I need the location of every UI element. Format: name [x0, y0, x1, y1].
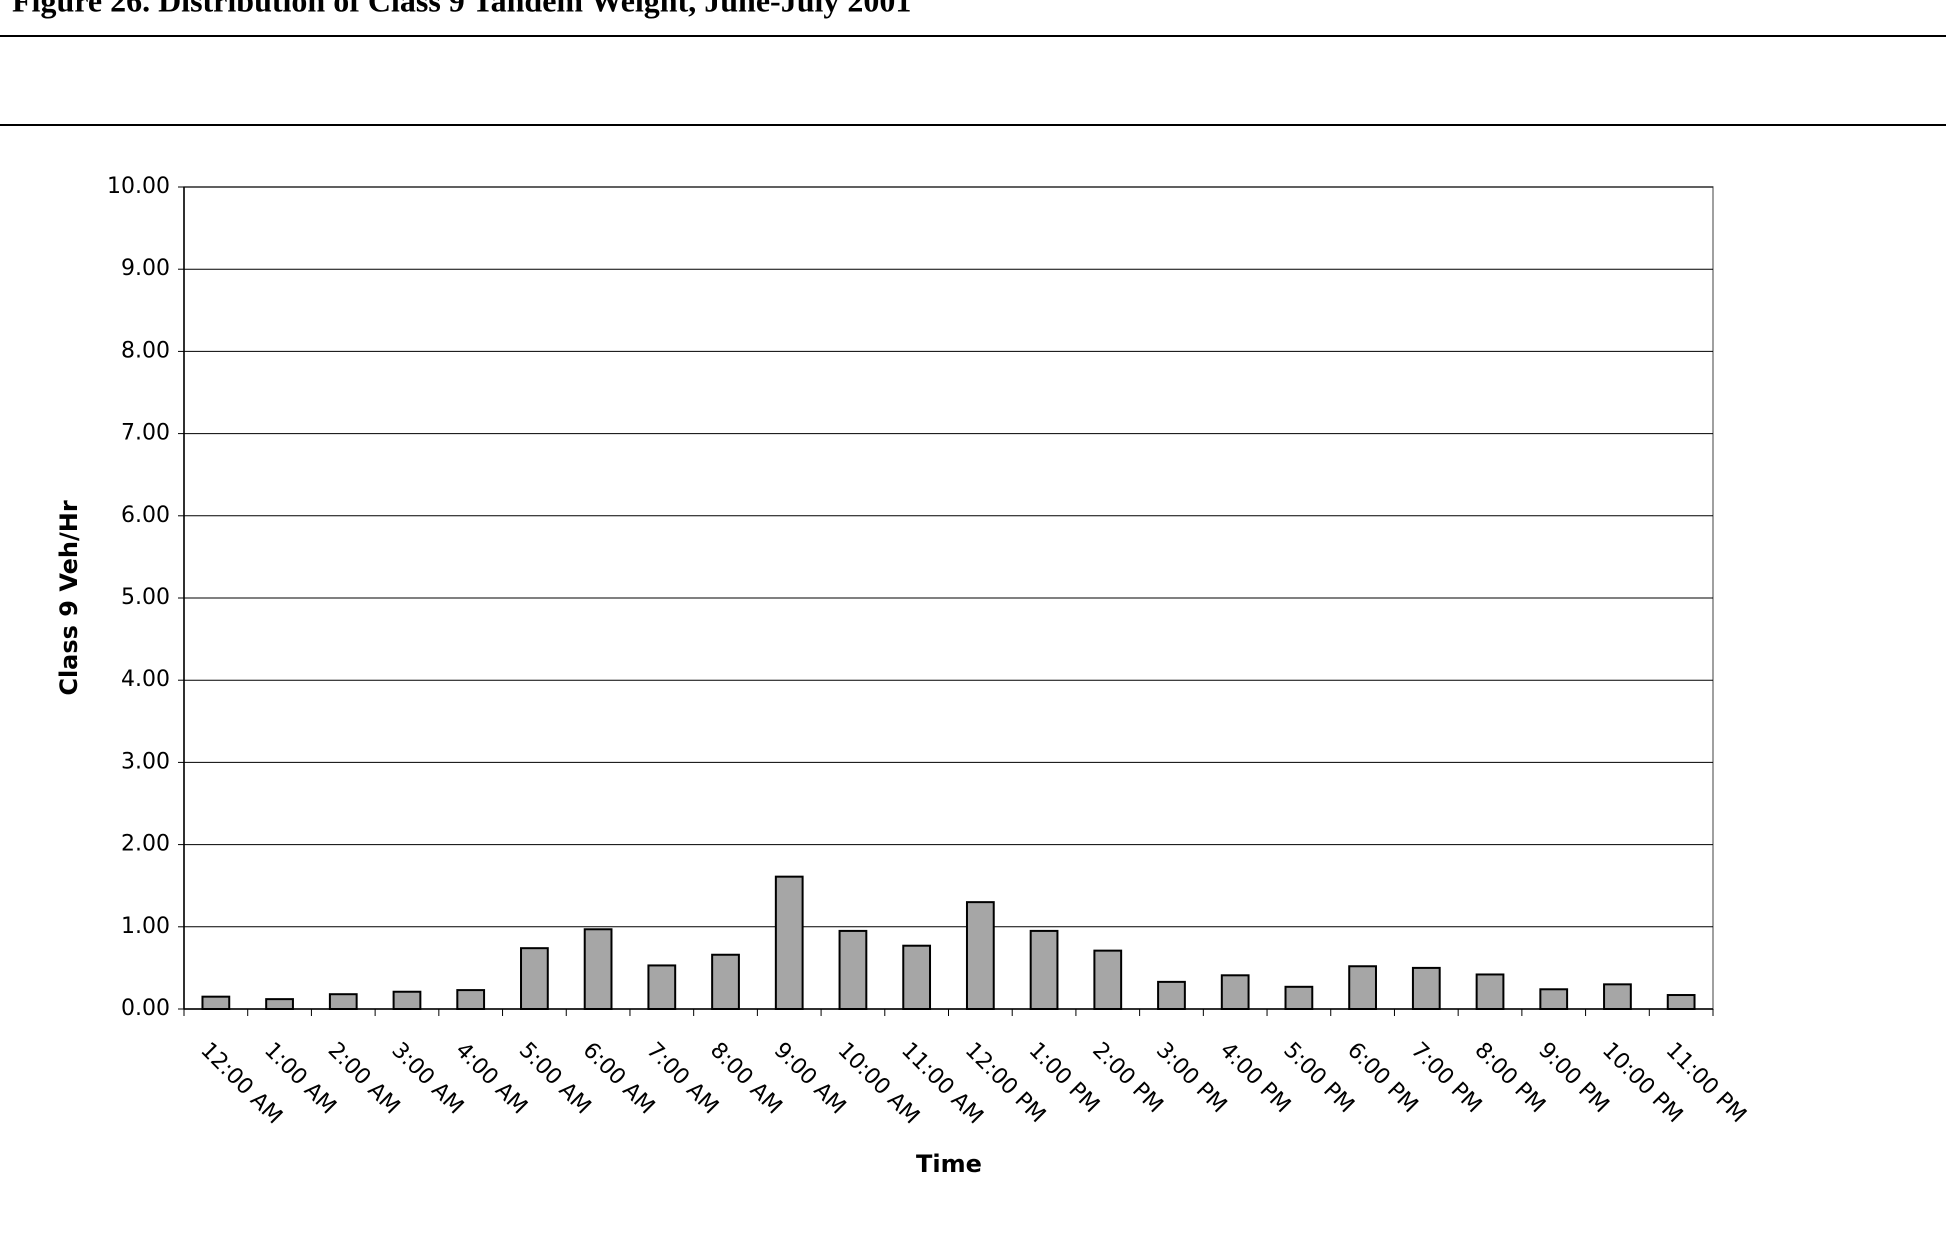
- bar: [1220, 974, 1250, 1010]
- bar: [774, 875, 804, 1011]
- bar: [392, 990, 422, 1010]
- y-tick-label: 4.00: [121, 667, 170, 692]
- y-tick-label: 10.00: [107, 174, 170, 199]
- bar: [1093, 949, 1123, 1010]
- x-axis-title: Time: [916, 1150, 982, 1178]
- chart-title: Figure 26. Distribution of Class 9 Tande…: [12, 0, 911, 18]
- bar: [265, 998, 294, 1010]
- y-tick-label: 1.00: [121, 914, 170, 939]
- bar: [1284, 985, 1314, 1011]
- bar: [1539, 988, 1569, 1010]
- bar: [838, 929, 868, 1010]
- bar: [583, 928, 613, 1010]
- bar: [647, 964, 677, 1011]
- bar: [328, 993, 358, 1010]
- y-tick-label: 5.00: [121, 585, 170, 610]
- bar: [711, 953, 740, 1010]
- y-tick-label: 0.00: [121, 996, 170, 1021]
- bar: [1348, 965, 1377, 1010]
- bar: [1157, 980, 1186, 1011]
- y-tick-label: 2.00: [121, 832, 170, 857]
- bar: [1475, 973, 1505, 1011]
- bar: [201, 995, 231, 1010]
- y-tick-label: 8.00: [121, 338, 170, 363]
- y-tick-label: 9.00: [121, 256, 170, 281]
- bar: [456, 989, 486, 1010]
- y-tick-label: 7.00: [121, 421, 170, 446]
- y-axis-title: Class 9 Veh/Hr: [55, 500, 83, 695]
- y-tick-label: 6.00: [121, 503, 170, 528]
- bar: [1603, 983, 1632, 1011]
- bar: [1411, 966, 1441, 1011]
- bar: [965, 901, 995, 1011]
- bar: [520, 947, 549, 1010]
- bar: [902, 944, 932, 1010]
- bar: [1666, 994, 1696, 1011]
- bar: [1029, 929, 1059, 1010]
- y-tick-label: 3.00: [121, 749, 170, 774]
